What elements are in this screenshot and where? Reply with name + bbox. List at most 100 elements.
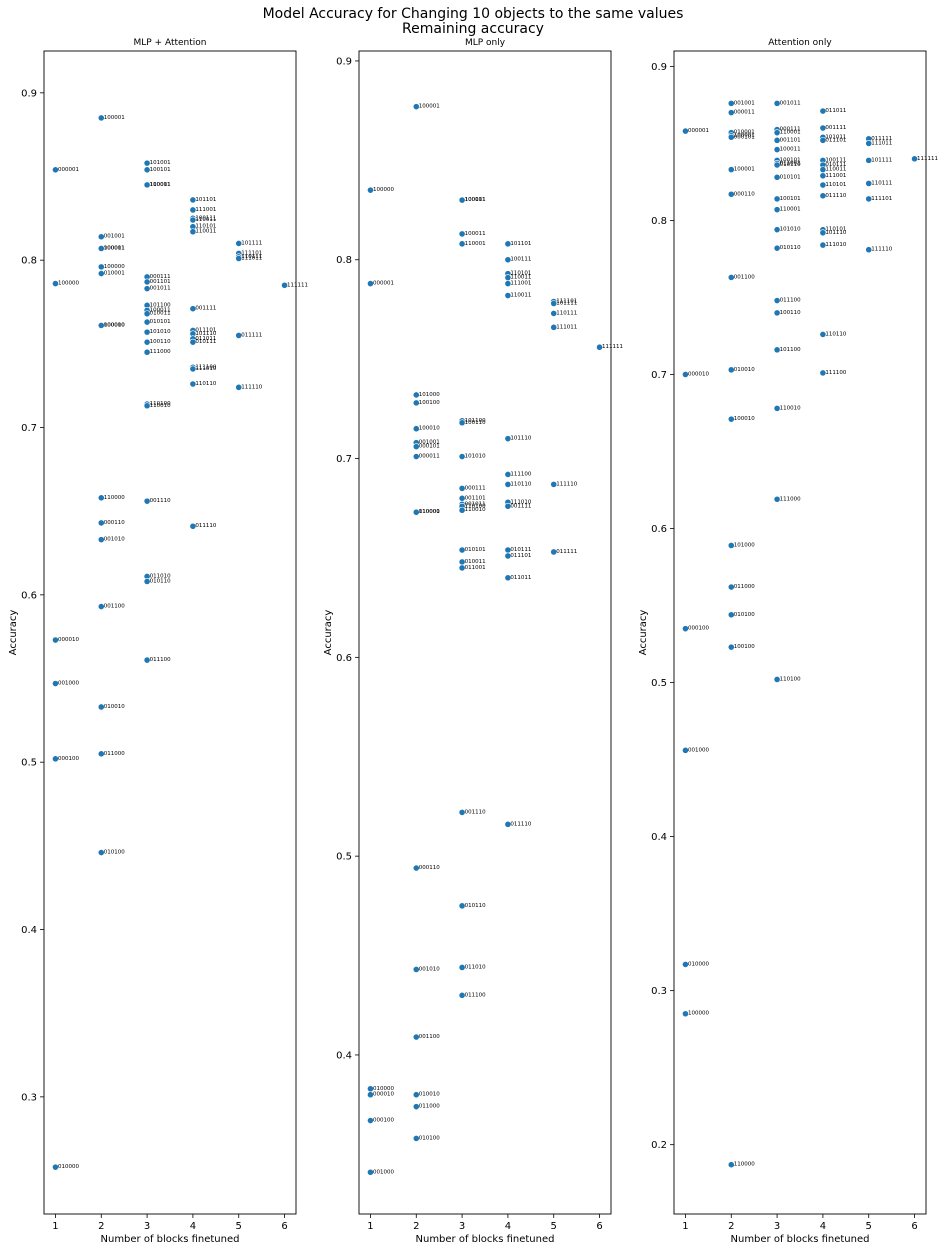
data-point-label: 100001 (734, 133, 755, 139)
data-point (143, 181, 151, 189)
x-tick-label: 3 (144, 1221, 150, 1232)
x-tick-label: 6 (596, 1221, 602, 1232)
data-point (412, 443, 420, 451)
data-point-label: 110011 (195, 229, 216, 235)
data-point (367, 1168, 374, 1176)
data-point-label: 100110 (780, 310, 801, 316)
data-point-label: 110011 (825, 167, 846, 173)
data-point-label: 011010 (465, 964, 486, 970)
data-point (143, 656, 151, 664)
data-point-label: 101000 (419, 392, 440, 398)
data-point-label: 001001 (104, 234, 125, 240)
data-point-label: 110100 (465, 503, 486, 509)
data-point (773, 404, 781, 412)
data-point-label: 010110 (150, 578, 171, 584)
data-point (458, 484, 466, 492)
data-point-label: 011111 (241, 332, 262, 338)
data-point (773, 173, 781, 181)
y-tick-label: 0.7 (21, 423, 37, 434)
x-tick-label: 2 (413, 1221, 419, 1232)
data-point (773, 309, 781, 317)
data-point (52, 1163, 59, 1171)
data-point (819, 172, 827, 180)
data-point (727, 1161, 735, 1169)
data-point (682, 371, 689, 378)
data-point-label: 101110 (195, 331, 216, 337)
data-point-label: 111111 (287, 282, 308, 288)
data-point (773, 346, 781, 354)
data-point-label: 010111 (195, 339, 216, 345)
data-point (550, 480, 558, 488)
data-point-label: 101010 (465, 454, 486, 460)
data-point-label: 010011 (150, 311, 171, 317)
data-point-label: 010110 (780, 162, 801, 168)
data-point (52, 636, 59, 644)
data-point-label: 100000 (688, 1011, 709, 1017)
data-point-label: 101100 (150, 302, 171, 308)
data-point (97, 536, 105, 544)
data-point-label: 111011 (241, 255, 262, 261)
data-point (412, 1091, 420, 1099)
data-point-label: 001100 (419, 1034, 440, 1040)
data-point (235, 332, 243, 339)
data-point (727, 542, 735, 549)
data-point (97, 494, 105, 502)
data-point-label: 011001 (465, 565, 486, 571)
data-point-label: 011100 (780, 298, 801, 304)
data-point-label: 001111 (510, 503, 531, 509)
data-point (504, 552, 512, 560)
data-point (550, 310, 558, 317)
data-point-label: 010110 (780, 245, 801, 251)
data-point-label: 011011 (195, 336, 216, 342)
x-tick-label: 3 (459, 1221, 465, 1232)
data-point (143, 310, 151, 318)
data-point-label: 101110 (825, 230, 846, 236)
data-point-label: 010010 (419, 1092, 440, 1098)
data-point-label: 000101 (419, 444, 440, 450)
y-axis-label: Accuracy (638, 610, 649, 656)
data-point-label: 100000 (58, 281, 79, 287)
x-tick-label: 4 (505, 1221, 511, 1232)
data-point-label: 000010 (688, 371, 709, 377)
data-point-label: 011111 (871, 136, 892, 142)
data-point (143, 402, 151, 410)
data-point-label: 101111 (871, 157, 892, 163)
data-point (504, 502, 512, 510)
data-point (773, 136, 781, 144)
data-point (143, 318, 151, 326)
data-point-label: 010111 (825, 162, 846, 168)
y-tick-label: 0.5 (651, 678, 667, 689)
data-point-label: 000110 (419, 865, 440, 871)
data-point-label: 110101 (510, 271, 531, 277)
data-point-label: 110100 (150, 401, 171, 407)
data-point-label: 110101 (825, 182, 846, 188)
data-point-label: 100100 (419, 400, 440, 406)
data-point (97, 750, 105, 758)
y-tick-label: 0.6 (336, 653, 352, 664)
data-point-label: 001001 (734, 100, 755, 106)
data-point (458, 809, 466, 816)
subplot-title: MLP + Attention (133, 38, 206, 48)
data-point-label: 111101 (241, 250, 262, 256)
data-point (189, 338, 197, 346)
data-point (550, 300, 558, 307)
data-point (682, 625, 689, 633)
y-tick-label: 0.5 (21, 758, 37, 769)
data-point (819, 229, 827, 237)
data-point-label: 110110 (825, 331, 846, 337)
figure-title: Model Accuracy for Changing 10 objects t… (263, 6, 684, 22)
data-point (458, 564, 466, 572)
data-point (504, 240, 512, 248)
data-point (235, 383, 243, 391)
y-axis-label: Accuracy (8, 610, 19, 656)
data-point-label: 100111 (825, 157, 846, 163)
data-point-label: 011101 (510, 553, 531, 559)
data-point (682, 961, 689, 968)
x-tick-label: 5 (551, 1221, 557, 1232)
data-point (727, 366, 735, 374)
data-point-label: 110110 (510, 481, 531, 487)
plot-frame (358, 50, 612, 1215)
data-point-label: 000100 (688, 626, 709, 632)
data-point (412, 864, 420, 872)
